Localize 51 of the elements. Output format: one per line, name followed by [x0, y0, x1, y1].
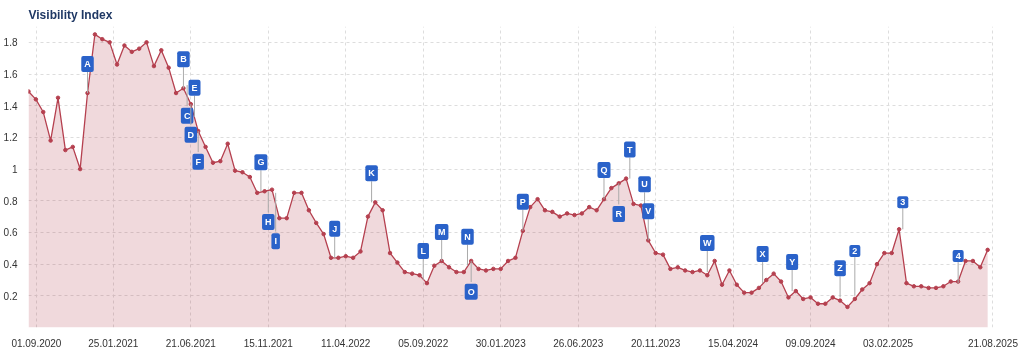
- x-tick-label: 30.01.2023: [475, 337, 527, 349]
- annotation: U: [641, 179, 648, 190]
- annotation: R: [615, 209, 623, 220]
- annotation: Y: [789, 256, 796, 267]
- x-tick-label: 09.09.2024: [785, 337, 837, 349]
- x-tick-label: 21.08.2025: [967, 337, 1019, 349]
- x-tick-label: 26.06.2023: [553, 337, 604, 349]
- annotation: C: [183, 110, 191, 121]
- annotation: 2: [852, 246, 858, 257]
- annotation: I: [274, 236, 277, 247]
- chart-title: Visibility Index: [28, 7, 113, 22]
- x-tick-label: 03.02.2025: [863, 337, 914, 349]
- x-tick-label: 05.09.2022: [398, 337, 449, 349]
- annotation: 4: [955, 251, 961, 262]
- x-tick-label: 15.04.2024: [708, 337, 759, 349]
- annotation: T: [627, 144, 634, 155]
- x-tick-label: 15.11.2021: [243, 337, 294, 349]
- annotation: A: [84, 58, 92, 69]
- annotation: K: [368, 168, 376, 179]
- x-tick-label: 01.09.2020: [11, 337, 62, 349]
- annotation: B: [180, 54, 188, 65]
- y-tick-label: 1.6: [3, 69, 18, 81]
- annotation: D: [187, 129, 195, 140]
- annotation: X: [759, 249, 766, 260]
- annotation: 3: [900, 197, 906, 208]
- y-tick-label: 1: [11, 164, 18, 176]
- y-tick-label: 1.4: [3, 100, 18, 112]
- y-tick-label: 1.2: [3, 132, 18, 144]
- y-tick-label: 0.4: [3, 259, 18, 271]
- annotation: L: [420, 245, 427, 256]
- annotation: W: [703, 237, 713, 248]
- annotation: H: [265, 216, 272, 227]
- annotation: Q: [600, 165, 608, 176]
- annotation: M: [437, 226, 446, 237]
- annotation: G: [257, 157, 265, 168]
- annotation: P: [519, 196, 526, 207]
- annotation: E: [191, 82, 198, 93]
- x-tick-label: 11.04.2022: [321, 337, 371, 349]
- x-tick-label: 25.01.2021: [88, 337, 139, 349]
- annotation: O: [467, 286, 475, 297]
- x-tick-label: 21.06.2021: [165, 337, 217, 349]
- annotation: Z: [837, 263, 844, 274]
- annotation: V: [645, 206, 652, 217]
- y-tick-label: 0.8: [3, 195, 18, 207]
- annotation: F: [195, 156, 202, 167]
- annotation: J: [332, 223, 338, 234]
- y-tick-label: 0.2: [3, 290, 18, 302]
- y-tick-label: 0.6: [3, 227, 18, 239]
- y-tick-label: 1.8: [3, 37, 18, 49]
- x-tick-label: 20.11.2023: [630, 337, 681, 349]
- annotation: N: [464, 231, 471, 242]
